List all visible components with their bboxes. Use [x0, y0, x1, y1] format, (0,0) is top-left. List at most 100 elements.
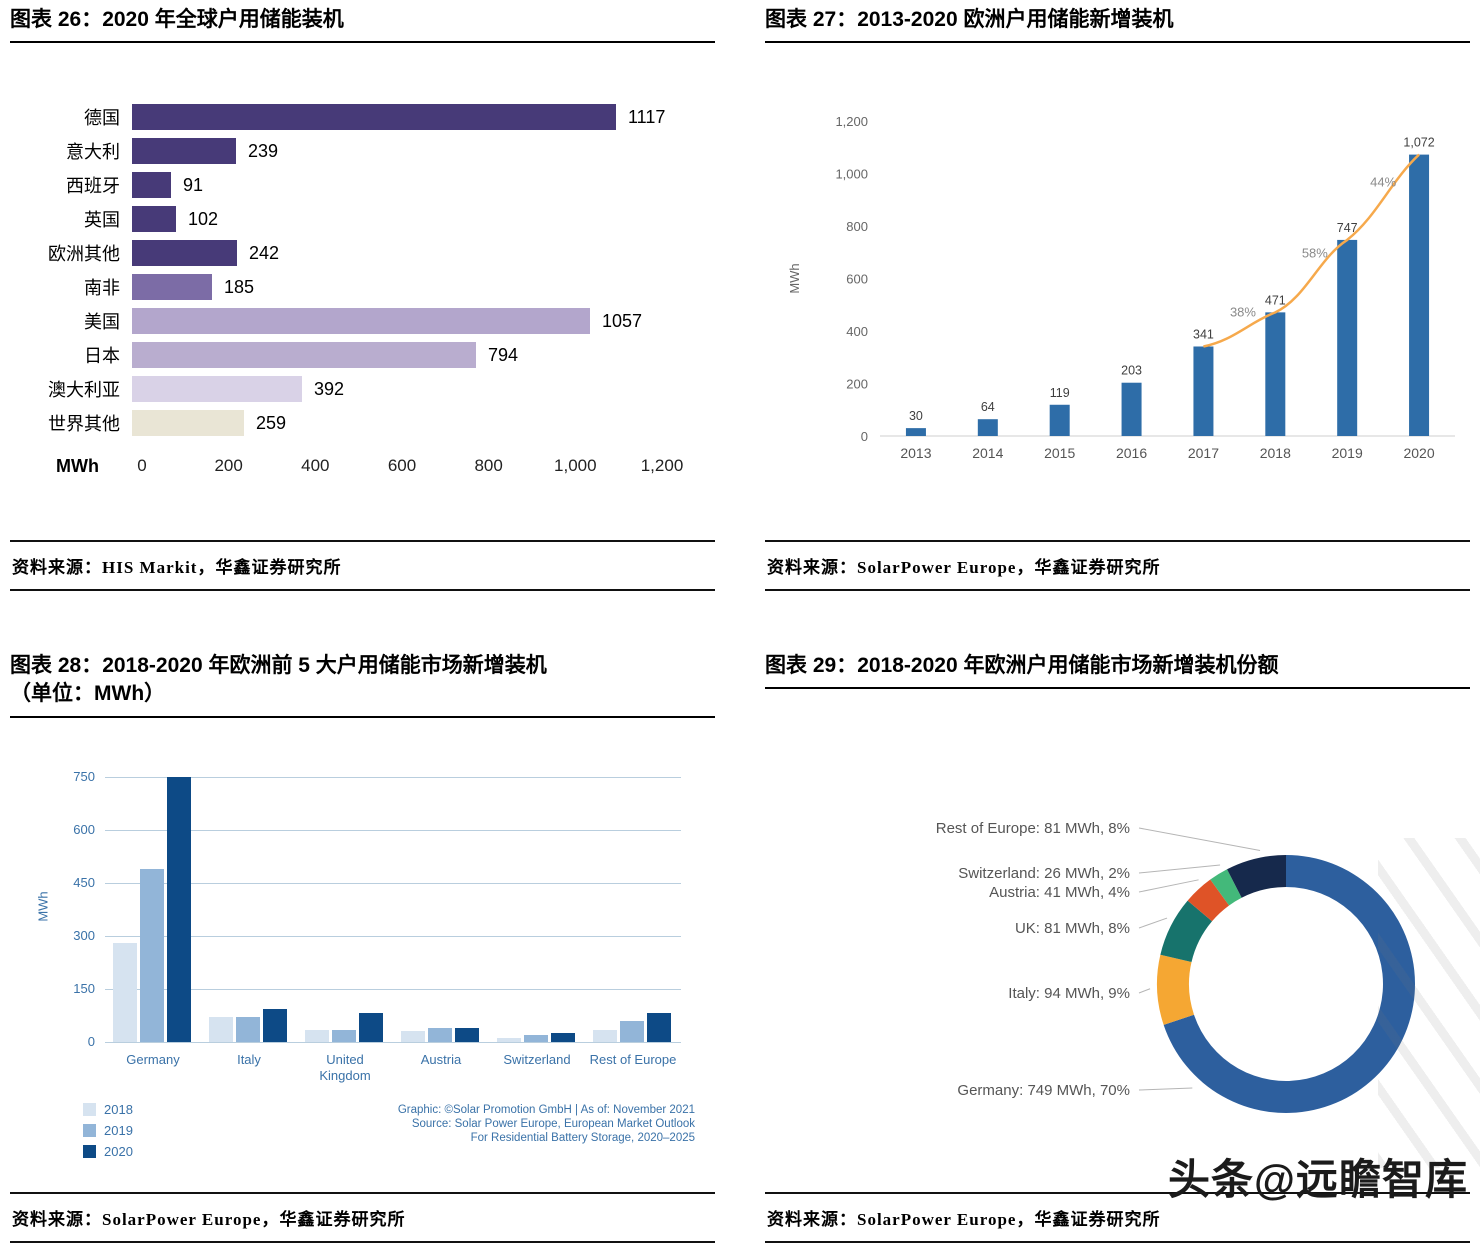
bar: [1049, 404, 1070, 436]
bar: [305, 1030, 329, 1042]
bar-row: 澳大利亚 392: [40, 372, 665, 406]
bar-value-label: 1117: [628, 106, 666, 127]
bar-value-label: 747: [1337, 221, 1358, 235]
bar-row: 西班牙 91: [40, 168, 665, 202]
y-tick-label: 300: [73, 928, 95, 943]
category-label: 英国: [84, 210, 120, 230]
figure-29-chart: Rest of Europe: 81 MWh, 8% Switzerland: 2…: [765, 738, 1470, 1178]
credit-line: Graphic: ©Solar Promotion GmbH | As of: …: [397, 1104, 695, 1116]
donut-segment: [1187, 879, 1230, 922]
bar: [524, 1035, 548, 1042]
figure-28-title-line2: （单位：MWh）: [10, 682, 166, 706]
y-tick-label: 800: [846, 219, 868, 234]
bar: [593, 1030, 617, 1042]
figure-27-source: 资料来源：SolarPower Europe，华鑫证券研究所: [765, 540, 1470, 591]
bar-value-label: 259: [256, 412, 287, 433]
bar-value-label: 102: [188, 208, 219, 229]
growth-pct-label: 44%: [1370, 175, 1396, 190]
y-tick-label: 600: [73, 822, 95, 837]
bar-value-label: 203: [1121, 364, 1142, 378]
y-tick-label: 450: [73, 875, 95, 890]
bar-value-label: 1,072: [1403, 136, 1434, 150]
bar: [1121, 382, 1142, 436]
figure-29-panel: 图表 29：2018-2020 年欧洲户用储能市场新增装机份额 Rest of …: [765, 652, 1470, 1243]
segment-label: Austria: 41 MWh, 4%: [989, 884, 1130, 901]
bar: [132, 274, 212, 300]
x-tick-label: 2017: [1188, 445, 1219, 461]
x-tick-label: 200: [214, 456, 243, 475]
bar-rows: 德国 1117 意大利 239 西班牙 91 英国 102 欧洲其他 242 南非 185 美国 1057…: [40, 100, 665, 440]
bar-value-label: 30: [909, 409, 923, 423]
legend: 2018 2019 2020: [83, 1099, 133, 1162]
x-tick-label: 800: [474, 456, 503, 475]
fig27-svg: 0 200 400 600 800 1,000 1,200 MWh 30 2013 64 2014 11…: [787, 114, 1455, 461]
watermark: 头条@远瞻智库: [1168, 1156, 1468, 1203]
donut-segment: [1157, 954, 1194, 1025]
bar-track: 1057: [132, 308, 642, 334]
bar: [1409, 154, 1430, 436]
gridline: [105, 1042, 681, 1043]
legend-label: 2020: [104, 1144, 133, 1159]
donut-segment: [1160, 900, 1213, 963]
x-tick-label: 2019: [1332, 445, 1363, 461]
bar: [359, 1013, 383, 1042]
x-tick-label: 600: [387, 456, 417, 475]
bar-value-label: 341: [1193, 327, 1214, 341]
category-label: 意大利: [66, 142, 120, 162]
category-label: Italy: [237, 1052, 261, 1067]
bar-track: 185: [132, 274, 254, 300]
y-axis-label: MWh: [787, 263, 802, 293]
category-label: 美国: [84, 312, 120, 332]
donut-segment: [1210, 869, 1242, 906]
axis-unit-label: MWh: [56, 456, 99, 476]
segment-label: Germany: 749 MWh, 70%: [957, 1082, 1130, 1099]
y-tick-label: 1,000: [835, 167, 868, 182]
bar-value-label: 64: [981, 400, 995, 414]
bar: [132, 104, 616, 130]
legend-item: 2019: [83, 1120, 133, 1141]
figure-26-title: 图表 26：2020 年全球户用储能装机: [10, 6, 715, 44]
leader-line: [1138, 879, 1199, 893]
bar: [428, 1028, 452, 1042]
bar: [620, 1021, 644, 1042]
bar-value-label: 392: [314, 378, 345, 399]
bar-track: 242: [132, 240, 279, 266]
y-tick-label: 600: [846, 272, 868, 287]
leader-line: [1138, 864, 1221, 874]
legend-swatch: [83, 1145, 96, 1158]
bar: [455, 1028, 479, 1042]
bar: [551, 1033, 575, 1042]
legend-swatch: [83, 1103, 96, 1116]
figure-27-chart: 0 200 400 600 800 1,000 1,200 MWh 30 2013 64 2014 11…: [765, 86, 1470, 496]
bar: [132, 376, 302, 402]
x-tick-label: 1,000: [554, 456, 597, 475]
category-label: Germany: [126, 1052, 180, 1067]
bar: [140, 869, 164, 1042]
bar-row: 意大利 239: [40, 134, 665, 168]
legend-item: 2018: [83, 1099, 133, 1120]
x-tick-label: 400: [301, 456, 330, 475]
leader-line: [1138, 827, 1261, 851]
figure-28-title-line1: 图表 28：2018-2020 年欧洲前 5 大户用储能市场新增装机: [10, 654, 547, 677]
legend-swatch: [83, 1124, 96, 1137]
gridline: [105, 830, 681, 831]
bar-value-label: 119: [1050, 386, 1070, 400]
bar-row: 英国 102: [40, 202, 665, 236]
segment-label: Italy: 94 MWh, 9%: [1008, 985, 1130, 1002]
bar-row: 德国 1117: [40, 100, 665, 134]
leader-line: [1138, 917, 1168, 929]
segment-label: Rest of Europe: 81 MWh, 8%: [936, 820, 1130, 837]
x-tick-label: 2018: [1260, 445, 1291, 461]
gridline: [105, 989, 681, 990]
bar: [132, 410, 244, 436]
bar: [236, 1017, 260, 1042]
category-label: Austria: [420, 1052, 462, 1067]
bar: [1337, 239, 1358, 436]
category-label: United Kingdom: [319, 1052, 371, 1084]
bar: [263, 1009, 287, 1042]
category-label: 欧洲其他: [48, 244, 120, 264]
bar: [497, 1038, 521, 1042]
leader-line: [1138, 1087, 1193, 1091]
y-axis-label: MWh: [35, 891, 51, 922]
